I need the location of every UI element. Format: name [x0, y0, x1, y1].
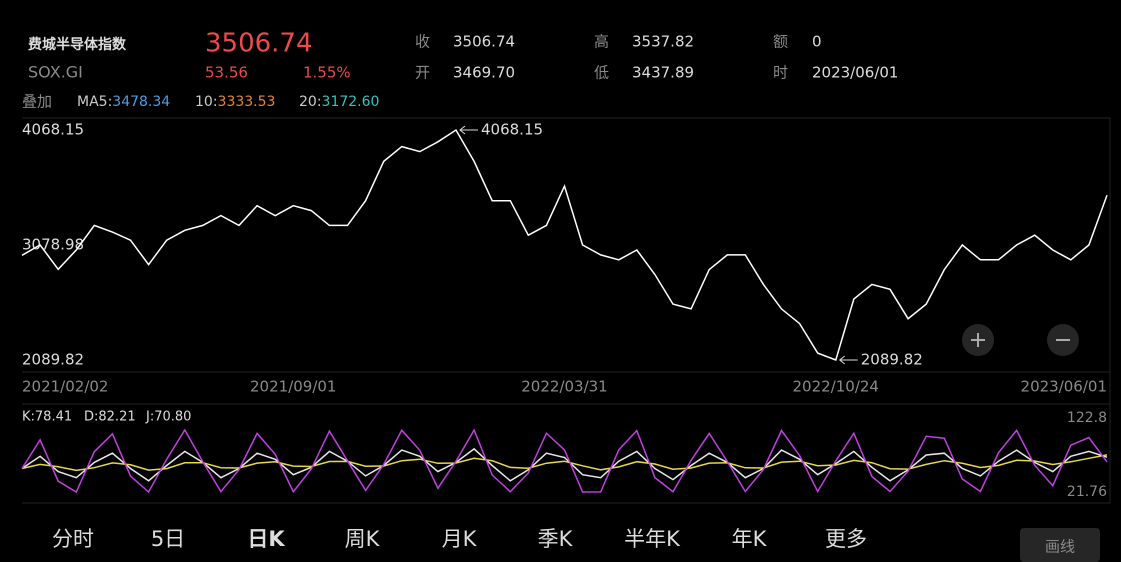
- draw-button-label[interactable]: 画线: [1045, 538, 1075, 556]
- ma-legend: 20:3172.60: [299, 94, 379, 110]
- y-tick-label: 4068.15: [22, 121, 84, 139]
- tab[interactable]: 分时: [52, 527, 94, 551]
- draw-button[interactable]: [1020, 528, 1100, 562]
- index-name: 费城半导体指数: [28, 36, 127, 53]
- price: 3506.74: [205, 29, 313, 59]
- annotation: 4068.15: [481, 121, 543, 139]
- price-line: [21, 428, 1108, 494]
- annotation-arrow: [459, 125, 478, 135]
- x-tick-label: 2022/10/24: [793, 378, 879, 396]
- zoom-out[interactable]: [1047, 324, 1079, 356]
- tab[interactable]: 年K: [732, 527, 768, 551]
- ma-legend: MA5:3478.34: [77, 94, 170, 110]
- price-line: [21, 128, 1108, 361]
- code: SOX.GI: [28, 63, 83, 82]
- change: 53.56: [205, 64, 248, 82]
- tab[interactable]: 日K: [247, 527, 285, 551]
- x-tick-label: 2021/09/01: [250, 378, 336, 396]
- x-tick-label: 2022/03/31: [521, 378, 607, 396]
- stat-label: 低: [594, 64, 609, 82]
- stat-value: 3437.89: [632, 64, 694, 82]
- stat-label: 时: [773, 64, 788, 82]
- ma-name: 10:: [195, 94, 218, 110]
- legend-entry: J:70.80: [145, 410, 191, 425]
- stat-value: 3537.82: [632, 33, 694, 51]
- legend-entry: K:78.41: [22, 410, 72, 425]
- change-pct: 1.55%: [303, 64, 351, 82]
- stat-label: 额: [773, 33, 788, 51]
- ma-name: MA5:: [77, 94, 112, 110]
- stat-label: 高: [594, 33, 609, 51]
- stat-label: 收: [415, 33, 430, 51]
- y-tick-label: 3078.98: [22, 236, 84, 254]
- tab[interactable]: 月K: [442, 527, 478, 551]
- tab[interactable]: 5日: [151, 527, 185, 551]
- ma-name: 20:: [299, 94, 322, 110]
- y-tick-label: 122.8: [1067, 410, 1107, 426]
- ma-value: 3172.60: [322, 94, 380, 110]
- tab[interactable]: 更多: [825, 527, 867, 551]
- tab[interactable]: 半年K: [624, 527, 681, 551]
- zoom-in[interactable]: [962, 324, 994, 356]
- ma-legend: 10:3333.53: [195, 94, 275, 110]
- overlay[interactable]: 叠加: [22, 93, 52, 111]
- tab[interactable]: 季K: [538, 527, 574, 551]
- stat-label: 开: [415, 64, 430, 82]
- stat-value: 3506.74: [453, 33, 515, 51]
- ma-value: 3333.53: [218, 94, 276, 110]
- y-tick-label: 2089.82: [22, 351, 84, 369]
- stat-value: 0: [812, 33, 822, 51]
- y-tick-label: 21.76: [1067, 484, 1107, 500]
- stat-value: 3469.70: [453, 64, 515, 82]
- x-tick-label: 2023/06/01: [1021, 378, 1107, 396]
- annotation: 2089.82: [861, 351, 923, 369]
- legend-entry: D:82.21: [84, 410, 136, 425]
- x-tick-label: 2021/02/02: [22, 378, 108, 396]
- stat-value: 2023/06/01: [812, 64, 898, 82]
- ma-value: 3478.34: [112, 94, 170, 110]
- annotation-arrow: [838, 355, 858, 365]
- tab[interactable]: 周K: [345, 527, 381, 551]
